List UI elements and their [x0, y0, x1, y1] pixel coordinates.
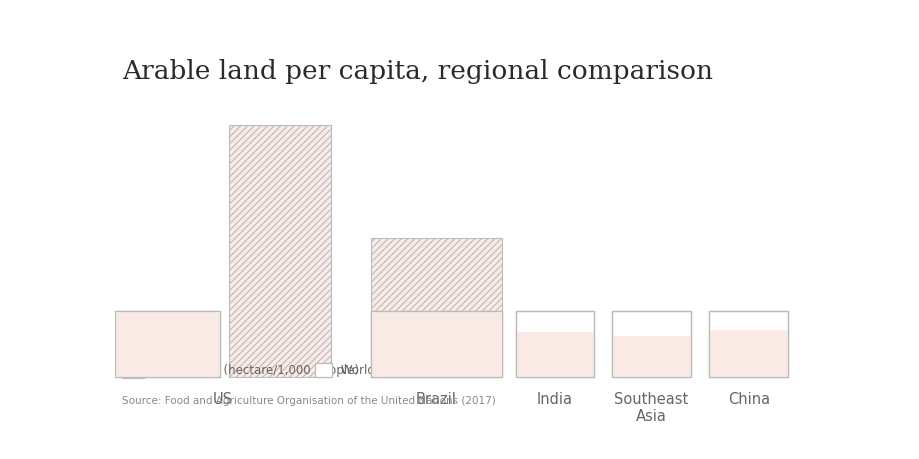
Text: China: China — [727, 391, 769, 406]
Text: Brazil: Brazil — [415, 391, 457, 406]
Bar — [611, 311, 690, 377]
Bar — [709, 311, 788, 377]
Bar — [370, 311, 502, 377]
Bar — [515, 311, 594, 377]
Text: World average: World average — [341, 363, 426, 376]
Bar — [611, 311, 690, 377]
Text: US: US — [213, 391, 233, 406]
Bar — [229, 126, 331, 377]
Bar — [515, 332, 594, 377]
Bar — [515, 311, 594, 377]
Bar — [115, 311, 220, 377]
Bar — [611, 336, 690, 377]
Bar — [115, 311, 220, 377]
Text: Arable land per capita, regional comparison: Arable land per capita, regional compari… — [122, 59, 712, 84]
Bar — [370, 238, 502, 377]
Bar — [370, 311, 502, 377]
Bar — [709, 311, 788, 377]
Bar — [115, 311, 220, 377]
Bar — [370, 311, 502, 377]
Bar — [122, 362, 143, 379]
Text: Arable land (hectare/1,000 people): Arable land (hectare/1,000 people) — [152, 363, 358, 376]
Bar — [314, 363, 332, 377]
Text: Source: Food and Agriculture Organisation of the United Nations (2017): Source: Food and Agriculture Organisatio… — [122, 395, 495, 405]
Bar — [709, 330, 788, 377]
Text: Southeast
Asia: Southeast Asia — [614, 391, 688, 423]
Text: India: India — [536, 391, 573, 406]
